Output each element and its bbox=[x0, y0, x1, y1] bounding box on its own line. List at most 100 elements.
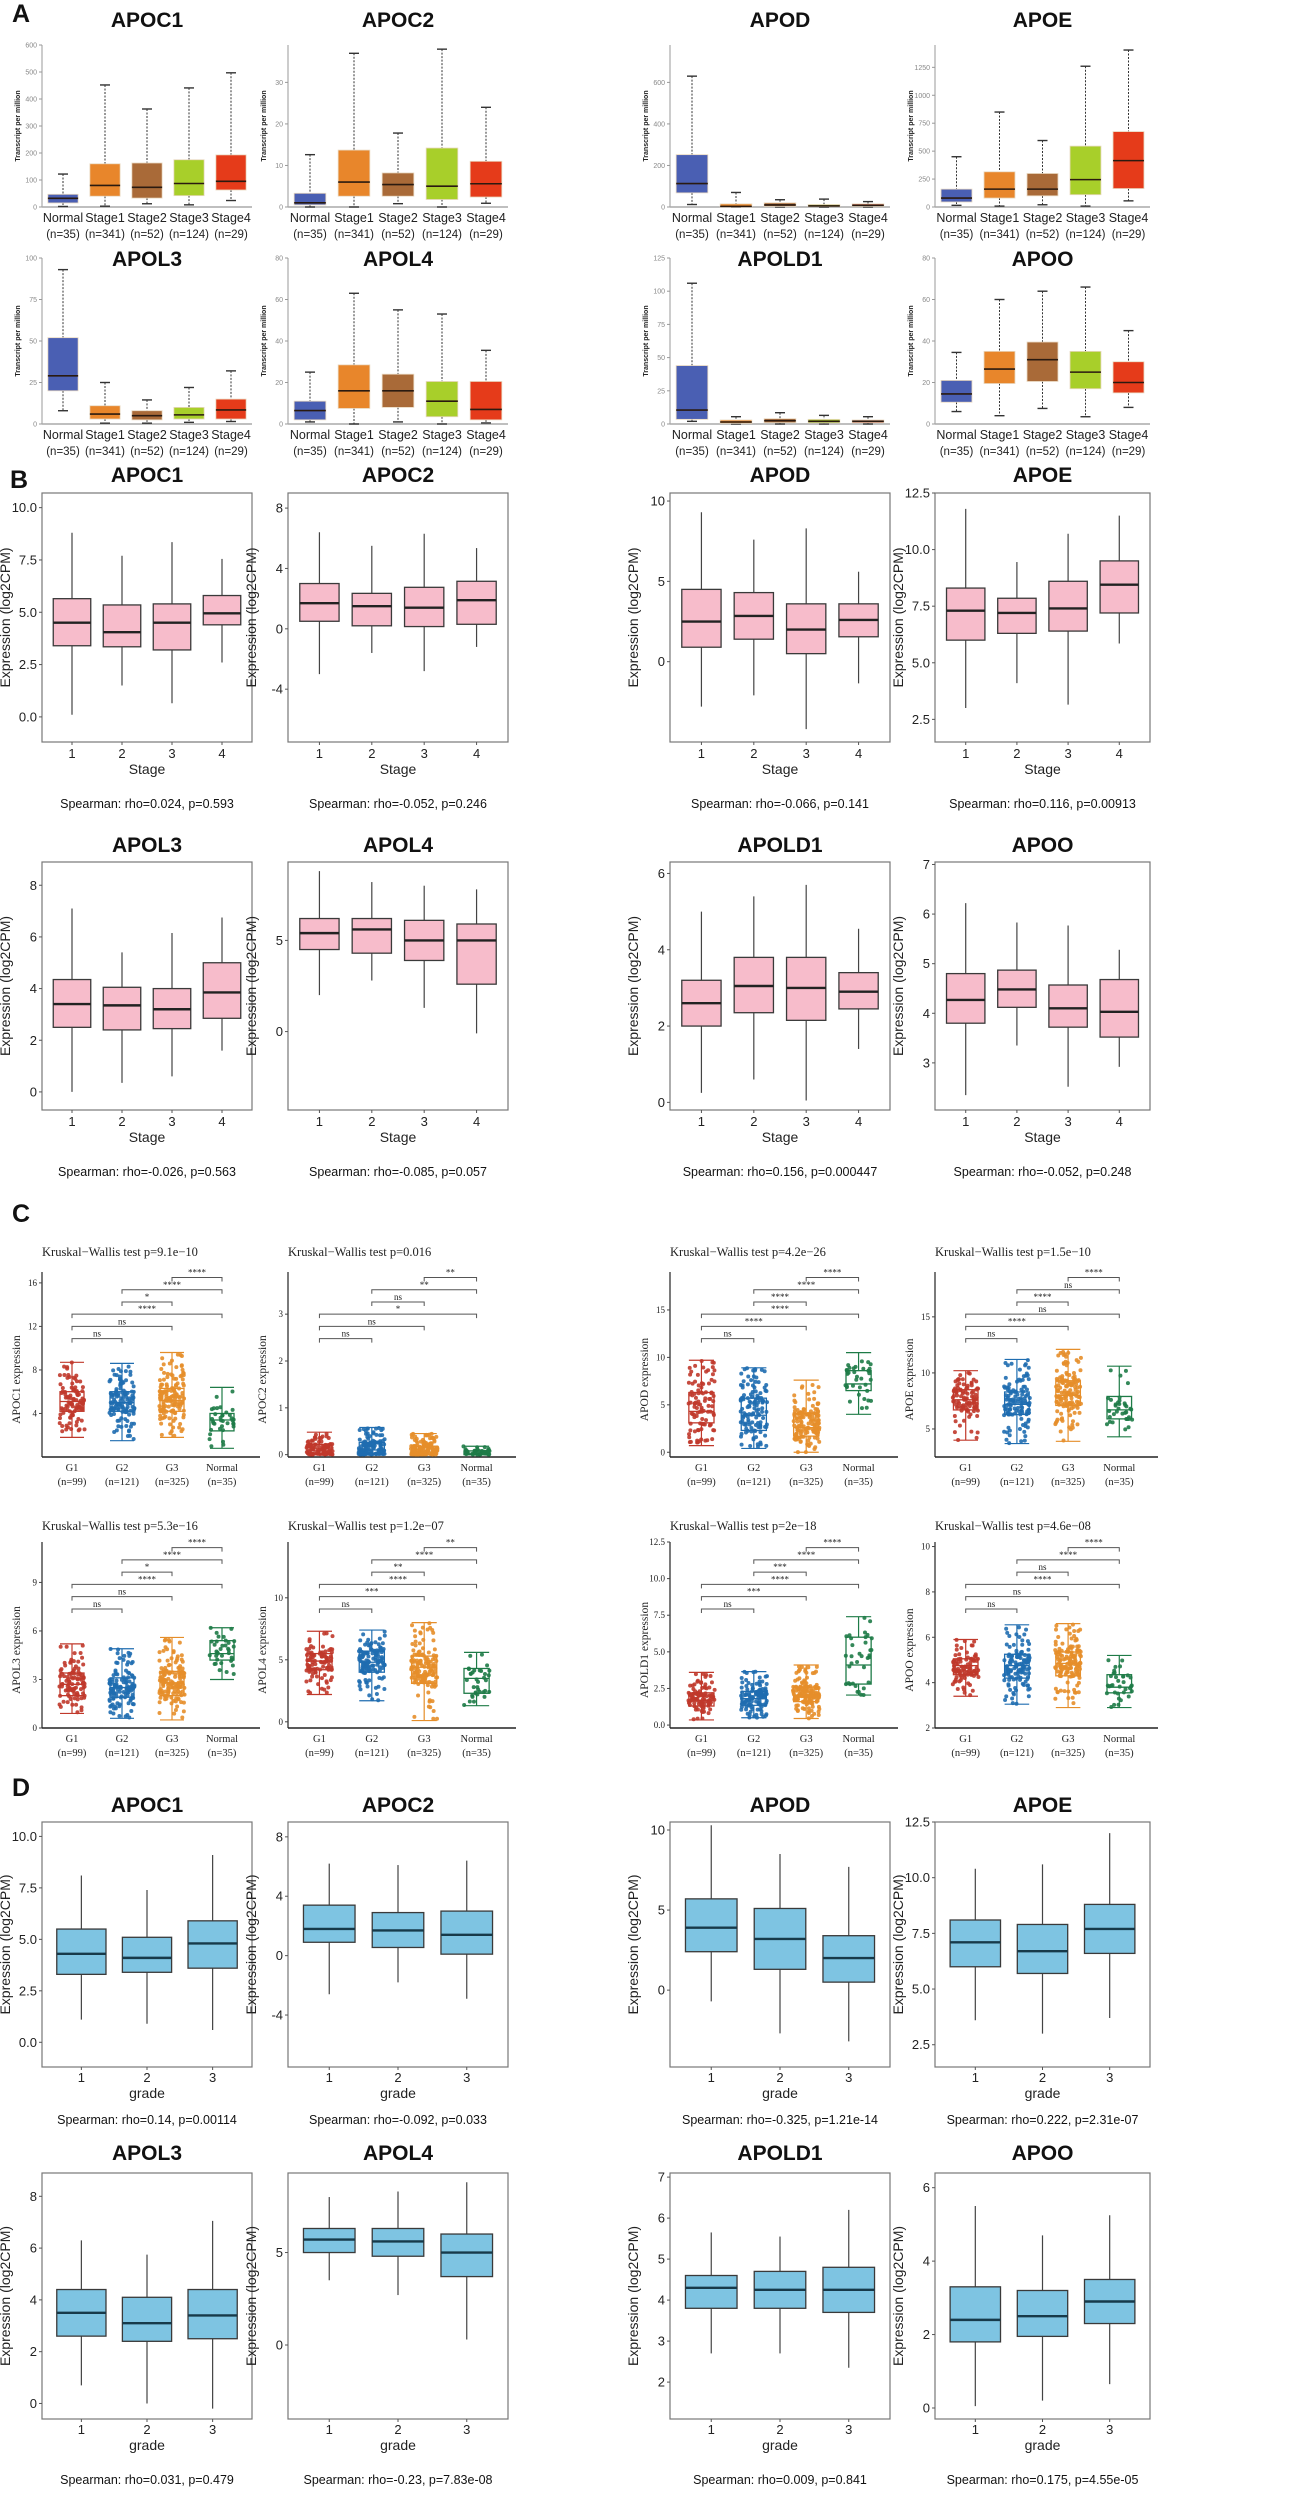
data-point bbox=[470, 1670, 475, 1675]
data-point bbox=[178, 1403, 183, 1408]
data-point bbox=[78, 1651, 83, 1656]
x-tick-label: Stage4 bbox=[848, 428, 888, 442]
data-point bbox=[414, 1439, 419, 1444]
spearman-stat: Spearman: rho=0.175, p=4.55e-05 bbox=[947, 2473, 1139, 2487]
data-point bbox=[699, 1427, 704, 1432]
y-tick-label: 0 bbox=[276, 2338, 283, 2353]
data-point bbox=[1123, 1427, 1128, 1432]
data-point bbox=[79, 1418, 84, 1423]
data-point bbox=[419, 1652, 424, 1657]
box-iqr bbox=[1069, 350, 1102, 390]
bracket-line bbox=[753, 1289, 860, 1294]
data-point bbox=[1008, 1407, 1013, 1412]
box-iqr bbox=[456, 923, 497, 985]
bracket-line bbox=[965, 1583, 1120, 1589]
data-point bbox=[863, 1630, 868, 1635]
y-tick-label: 5.0 bbox=[654, 1647, 666, 1657]
data-point bbox=[758, 1420, 763, 1425]
data-point bbox=[708, 1422, 713, 1427]
data-point bbox=[57, 1421, 62, 1426]
y-tick-label: 0 bbox=[30, 1084, 37, 1099]
data-point bbox=[130, 1380, 135, 1385]
y-tick-label: 0.0 bbox=[654, 1720, 666, 1730]
data-point bbox=[376, 1698, 381, 1703]
box-3 bbox=[822, 2209, 876, 2368]
data-point bbox=[229, 1626, 234, 1631]
data-point bbox=[806, 1421, 811, 1426]
data-point bbox=[320, 1644, 325, 1649]
data-point bbox=[816, 1385, 821, 1390]
data-point bbox=[168, 1670, 173, 1675]
box-stage2 bbox=[131, 108, 163, 205]
bracket-line bbox=[1016, 1301, 1069, 1306]
data-point bbox=[956, 1377, 961, 1382]
data-point bbox=[410, 1623, 415, 1628]
data-point bbox=[166, 1398, 171, 1403]
plot-title: APOE bbox=[1013, 9, 1073, 32]
y-tick-label: 10 bbox=[651, 1823, 665, 1838]
data-point bbox=[371, 1445, 376, 1450]
box-iqr bbox=[209, 1640, 235, 1661]
data-point bbox=[762, 1369, 767, 1374]
y-tick-label: 5 bbox=[661, 1400, 666, 1410]
data-point bbox=[58, 1693, 63, 1698]
data-point bbox=[107, 1379, 112, 1384]
subplot-apold1: Kruskal−Wallis test p=2e−180.02.55.07.51… bbox=[639, 1519, 898, 1759]
data-point bbox=[482, 1445, 487, 1450]
x-tick-label: Stage3 bbox=[422, 211, 462, 225]
data-point bbox=[58, 1412, 63, 1417]
data-point bbox=[859, 1654, 864, 1659]
data-point bbox=[758, 1391, 763, 1396]
box-3 bbox=[403, 885, 445, 1008]
data-point bbox=[176, 1683, 181, 1688]
x-group-n: (n=35) bbox=[208, 1748, 237, 1759]
data-point bbox=[963, 1405, 968, 1410]
box-iqr bbox=[469, 381, 503, 421]
x-tick-label: 1 bbox=[962, 746, 969, 761]
x-tick-label: G2 bbox=[747, 1734, 760, 1745]
y-axis-label: Transcript per million bbox=[261, 90, 268, 161]
x-group-n: (n=52) bbox=[1026, 446, 1060, 458]
y-tick-label: 10.0 bbox=[905, 1870, 930, 1885]
data-point bbox=[695, 1440, 700, 1445]
x-tick-label: 3 bbox=[463, 2070, 470, 2085]
x-tick-label: 1 bbox=[698, 1114, 705, 1129]
bracket-line bbox=[171, 1547, 223, 1552]
data-point bbox=[161, 1680, 166, 1685]
data-point bbox=[108, 1407, 113, 1412]
x-tick-label: 2 bbox=[394, 2422, 401, 2437]
significance-label: * bbox=[145, 1562, 150, 1572]
data-point bbox=[1005, 1430, 1010, 1435]
box-g2 bbox=[107, 1646, 137, 1720]
significance-bracket: **** bbox=[805, 1538, 860, 1552]
bracket-line bbox=[71, 1596, 173, 1601]
data-point bbox=[1075, 1385, 1080, 1390]
data-point bbox=[961, 1685, 966, 1690]
y-tick-label: 40 bbox=[922, 339, 930, 346]
box-3 bbox=[1083, 1833, 1136, 2018]
x-tick-label: Stage2 bbox=[760, 428, 800, 442]
data-point bbox=[1025, 1639, 1030, 1644]
data-point bbox=[812, 1670, 817, 1675]
y-tick-label: 200 bbox=[653, 163, 665, 170]
data-point bbox=[846, 1681, 851, 1686]
data-point bbox=[1009, 1654, 1014, 1659]
data-point bbox=[800, 1706, 805, 1711]
data-point bbox=[169, 1372, 174, 1377]
significance-label: **** bbox=[823, 1538, 842, 1548]
data-point bbox=[975, 1430, 980, 1435]
y-tick-label: 0 bbox=[661, 205, 665, 212]
data-point bbox=[132, 1406, 137, 1411]
box-1 bbox=[56, 1875, 107, 2020]
data-point bbox=[74, 1423, 79, 1428]
data-point bbox=[699, 1437, 704, 1442]
data-point bbox=[1068, 1674, 1073, 1679]
data-point bbox=[1070, 1419, 1075, 1424]
data-point bbox=[382, 1442, 387, 1447]
box-iqr bbox=[337, 149, 371, 197]
bracket-line bbox=[171, 1277, 223, 1282]
data-point bbox=[178, 1374, 183, 1379]
data-point bbox=[810, 1383, 815, 1388]
data-point bbox=[696, 1428, 701, 1433]
